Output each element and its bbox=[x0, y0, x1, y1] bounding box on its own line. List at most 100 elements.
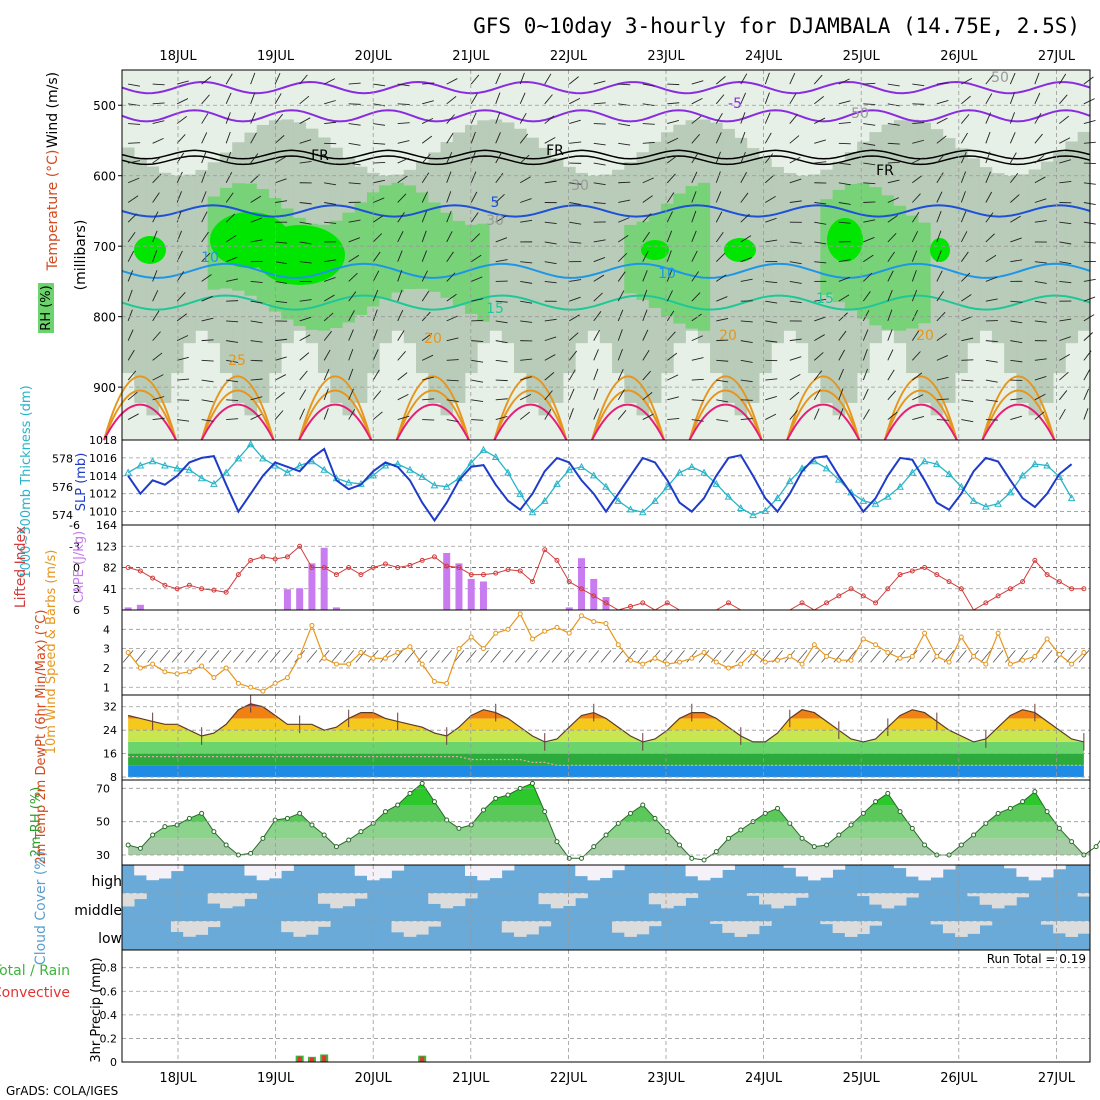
wind-barb bbox=[519, 112, 527, 124]
wind-barb bbox=[789, 93, 797, 105]
wind-barb bbox=[176, 335, 189, 342]
wind-barb bbox=[421, 135, 433, 144]
wind-barb bbox=[716, 296, 728, 302]
wind-barb bbox=[911, 193, 921, 203]
wind-barb bbox=[1009, 72, 1016, 85]
thickness-tick-label: 574 bbox=[52, 509, 73, 522]
rh-marker bbox=[628, 810, 634, 816]
wind-barb bbox=[201, 151, 207, 164]
rh-marker bbox=[848, 822, 854, 828]
wind-barb bbox=[715, 231, 724, 243]
wind-barb bbox=[863, 272, 873, 282]
wind-barb bbox=[691, 357, 704, 361]
cape-bar bbox=[565, 607, 573, 610]
li-marker bbox=[419, 557, 425, 563]
cloud-level-label: low bbox=[98, 931, 122, 947]
cloud-cell bbox=[930, 921, 944, 925]
contour-label: 50 bbox=[991, 70, 1009, 86]
wind-barb bbox=[127, 309, 133, 322]
li-marker bbox=[848, 586, 854, 592]
chart-title: GFS 0~10day 3-hourly for DJAMBALA (14.75… bbox=[473, 14, 1080, 38]
wind-barb-10m bbox=[980, 650, 992, 663]
temp-band bbox=[128, 730, 1084, 742]
wind-barb bbox=[324, 100, 336, 105]
wind-barb bbox=[201, 359, 214, 362]
wind-marker bbox=[211, 675, 217, 681]
thickness-marker bbox=[712, 479, 721, 487]
wind-barb bbox=[667, 396, 679, 401]
wind-barb bbox=[299, 389, 307, 401]
lifted-index-line bbox=[127, 545, 1084, 611]
wind-barb bbox=[642, 392, 653, 401]
rh-green-band bbox=[869, 187, 882, 326]
date-label-bottom: 25JUL bbox=[843, 1071, 881, 1086]
wind-barb bbox=[764, 92, 770, 104]
wind-barb bbox=[422, 398, 435, 401]
wind-marker bbox=[664, 661, 670, 667]
wind-barb bbox=[372, 251, 381, 262]
cloud-cell bbox=[979, 893, 993, 905]
wind-barb bbox=[1083, 314, 1095, 322]
wind-barb bbox=[838, 368, 844, 381]
rh-marker bbox=[897, 809, 903, 815]
thickness-marker bbox=[736, 503, 745, 511]
wind-barb bbox=[324, 221, 337, 224]
wind-barb bbox=[397, 415, 410, 420]
rh-marker bbox=[223, 842, 229, 848]
cloud-cell bbox=[514, 921, 527, 937]
cloud-cell bbox=[759, 921, 772, 926]
thickness-marker bbox=[124, 468, 132, 476]
date-label-top: 21JUL bbox=[452, 49, 490, 64]
wind-barb-10m bbox=[600, 650, 612, 663]
wind-barb bbox=[715, 132, 722, 144]
wind-barb bbox=[275, 178, 287, 184]
thickness-marker bbox=[773, 494, 782, 502]
temp-contour-10 bbox=[121, 262, 1091, 279]
wind-barb bbox=[642, 177, 654, 184]
wind-barb bbox=[666, 331, 676, 341]
rh-mid-band bbox=[795, 175, 809, 344]
wind-barb bbox=[691, 80, 704, 85]
wind-barb bbox=[911, 269, 917, 282]
rh-marker bbox=[358, 829, 364, 835]
cloud-cell bbox=[244, 865, 258, 876]
li-marker bbox=[1032, 557, 1038, 563]
wind-barb bbox=[912, 372, 923, 381]
cloud-cell bbox=[795, 865, 809, 877]
cloud-cell bbox=[170, 921, 184, 932]
wind-barb bbox=[471, 298, 484, 302]
cloud-cell bbox=[538, 893, 552, 905]
rh-marker bbox=[677, 842, 683, 848]
thickness-marker bbox=[553, 479, 561, 487]
wind-barb bbox=[765, 280, 778, 284]
rh-marker bbox=[1032, 789, 1038, 795]
wind-barb bbox=[1010, 340, 1023, 344]
wind-barb bbox=[740, 213, 750, 223]
wind-barb bbox=[764, 153, 774, 164]
wind-axis-label: Wind (m/s) bbox=[45, 72, 61, 148]
temp-contour-15 bbox=[121, 294, 1091, 311]
wind-barb bbox=[152, 83, 165, 86]
wind-barb bbox=[936, 191, 943, 203]
wind-barb bbox=[471, 399, 484, 402]
wind-barb bbox=[1010, 237, 1022, 243]
wind-barb bbox=[1034, 92, 1041, 105]
li-marker bbox=[799, 600, 805, 606]
wind-barb bbox=[201, 399, 214, 403]
li-marker bbox=[922, 565, 928, 570]
rh-green-band bbox=[403, 185, 417, 290]
cloud-cell bbox=[967, 921, 980, 934]
li-marker bbox=[824, 600, 830, 606]
thickness-marker bbox=[528, 508, 537, 516]
cloud-cell bbox=[710, 865, 723, 878]
wind-barb bbox=[838, 294, 850, 302]
cloud-cell bbox=[121, 893, 135, 907]
wind-barb bbox=[593, 202, 606, 205]
li-tick-label: 3 bbox=[73, 583, 80, 596]
wind-barb-10m bbox=[147, 650, 158, 663]
wind-barb bbox=[470, 74, 480, 85]
wind-barb bbox=[617, 290, 625, 302]
wind-barb bbox=[642, 270, 648, 282]
wind-barb bbox=[348, 348, 354, 361]
wind-marker bbox=[542, 628, 548, 634]
